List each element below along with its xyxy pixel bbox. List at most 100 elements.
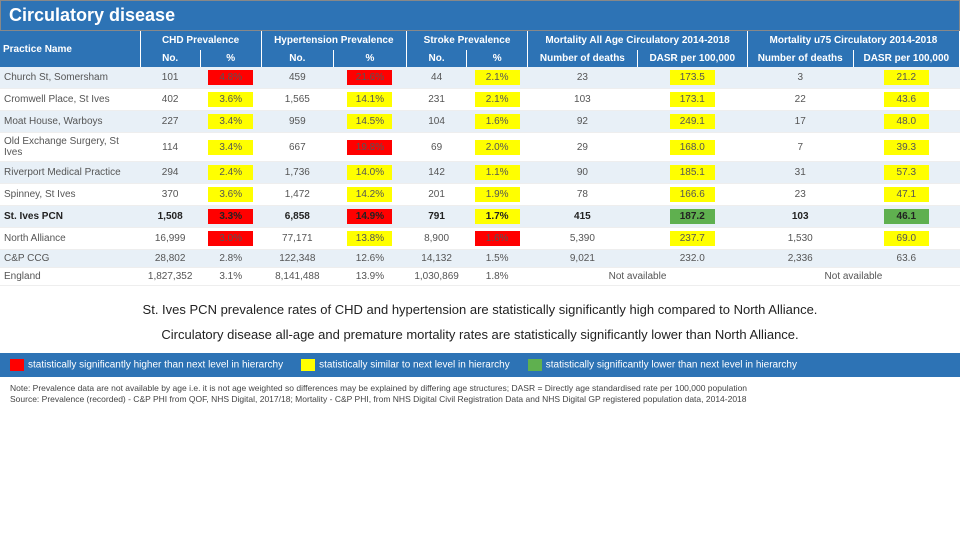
data-cell: 92 [528, 111, 638, 133]
stat-cell: 3.6% [208, 92, 253, 107]
stat-cell: 14.9% [347, 209, 392, 224]
commentary-line1: St. Ives PCN prevalence rates of CHD and… [20, 298, 940, 323]
table-row: North Alliance16,9993.0%77,17113.8%8,900… [0, 228, 960, 250]
col-group-1: Hypertension Prevalence [261, 31, 406, 50]
table-row: Moat House, Warboys2273.4%95914.5%1041.6… [0, 111, 960, 133]
data-cell: 959 [261, 111, 333, 133]
data-cell: 237.7 [637, 228, 747, 250]
data-cell: 2.1% [467, 89, 528, 111]
row-name: Riverport Medical Practice [0, 162, 140, 184]
data-cell: 14.0% [333, 162, 406, 184]
stat-cell: 2.0% [475, 140, 520, 155]
row-name: Church St, Somersham [0, 67, 140, 89]
data-cell: 12.6% [333, 250, 406, 268]
legend-item-1: statistically similar to next level in h… [301, 359, 510, 371]
data-cell: 1.1% [467, 162, 528, 184]
stat-cell: 166.6 [670, 187, 715, 202]
col-group-4: Mortality u75 Circulatory 2014-2018 [747, 31, 959, 50]
stat-cell: 2.1% [475, 70, 520, 85]
data-cell: 791 [406, 206, 466, 228]
stat-cell: 43.6 [884, 92, 929, 107]
data-cell: 78 [528, 184, 638, 206]
data-cell: 1.5% [467, 250, 528, 268]
stat-cell: 14.1% [347, 92, 392, 107]
data-cell: 1.8% [467, 268, 528, 286]
data-cell: 21.2 [853, 67, 959, 89]
row-name: St. Ives PCN [0, 206, 140, 228]
data-cell: 21.6% [333, 67, 406, 89]
data-cell: 9,021 [528, 250, 638, 268]
data-cell: 3.4% [200, 133, 261, 162]
data-cell: 47.1 [853, 184, 959, 206]
data-cell: 3.6% [200, 89, 261, 111]
col-sub-1-1: % [333, 50, 406, 67]
data-cell: 3 [747, 67, 853, 89]
data-cell: 370 [140, 184, 200, 206]
footnote-source: Source: Prevalence (recorded) - C&P PHI … [10, 394, 950, 405]
stat-cell: 187.2 [670, 209, 715, 224]
data-cell: 294 [140, 162, 200, 184]
data-cell: 46.1 [853, 206, 959, 228]
row-name: C&P CCG [0, 250, 140, 268]
stat-cell: 3.3% [208, 209, 253, 224]
data-cell: 14.5% [333, 111, 406, 133]
data-cell: 69 [406, 133, 466, 162]
data-cell: 232.0 [637, 250, 747, 268]
data-cell: 17 [747, 111, 853, 133]
stat-cell: 185.1 [670, 165, 715, 180]
data-cell: 16,999 [140, 228, 200, 250]
stat-cell: 57.3 [884, 165, 929, 180]
table-row: St. Ives PCN1,5083.3%6,85814.9%7911.7%41… [0, 206, 960, 228]
col-sub-1-0: No. [261, 50, 333, 67]
data-cell: 3.0% [200, 228, 261, 250]
data-cell: 31 [747, 162, 853, 184]
data-cell: 29 [528, 133, 638, 162]
col-sub-4-0: Number of deaths [747, 50, 853, 67]
table-body: Church St, Somersham1014.8%45921.6%442.1… [0, 67, 960, 286]
stat-cell: 14.0% [347, 165, 392, 180]
legend-swatch [528, 359, 542, 371]
data-cell: 3.1% [200, 268, 261, 286]
stat-cell: 69.0 [884, 231, 929, 246]
data-cell: 69.0 [853, 228, 959, 250]
data-cell: 103 [747, 206, 853, 228]
table-row: Spinney, St Ives3703.6%1,47214.2%2011.9%… [0, 184, 960, 206]
commentary-line2: Circulatory disease all-age and prematur… [20, 323, 940, 348]
data-cell: 1.9% [467, 184, 528, 206]
commentary-block: St. Ives PCN prevalence rates of CHD and… [0, 286, 960, 353]
stat-cell: 249.1 [670, 114, 715, 129]
data-cell: 1,530 [747, 228, 853, 250]
stat-cell: 1.1% [475, 165, 520, 180]
data-cell: 114 [140, 133, 200, 162]
stat-cell: 3.4% [208, 114, 253, 129]
data-cell: 2.4% [200, 162, 261, 184]
stat-cell: 47.1 [884, 187, 929, 202]
data-cell: 402 [140, 89, 200, 111]
stat-cell: 13.8% [347, 231, 392, 246]
data-cell: 14.2% [333, 184, 406, 206]
stat-cell: 19.8% [347, 140, 392, 155]
stat-cell: 1.6% [475, 231, 520, 246]
data-cell: 28,802 [140, 250, 200, 268]
data-cell: 103 [528, 89, 638, 111]
col-practice: Practice Name [0, 31, 140, 67]
data-cell: 1.7% [467, 206, 528, 228]
stat-cell: 1.7% [475, 209, 520, 224]
data-cell: 1.6% [467, 228, 528, 250]
data-cell: 122,348 [261, 250, 333, 268]
data-cell: 2.1% [467, 67, 528, 89]
data-cell: 14.1% [333, 89, 406, 111]
data-cell: 8,141,488 [261, 268, 333, 286]
data-cell: 90 [528, 162, 638, 184]
data-cell: 3.3% [200, 206, 261, 228]
data-cell: 201 [406, 184, 466, 206]
legend-text: statistically significantly higher than … [28, 360, 283, 371]
data-cell: 187.2 [637, 206, 747, 228]
col-group-3: Mortality All Age Circulatory 2014-2018 [528, 31, 748, 50]
row-name: Cromwell Place, St Ives [0, 89, 140, 111]
data-cell: 142 [406, 162, 466, 184]
data-cell: Not available [747, 268, 959, 286]
data-cell: 1.6% [467, 111, 528, 133]
data-cell: 1,472 [261, 184, 333, 206]
legend-bar: statistically significantly higher than … [0, 353, 960, 377]
